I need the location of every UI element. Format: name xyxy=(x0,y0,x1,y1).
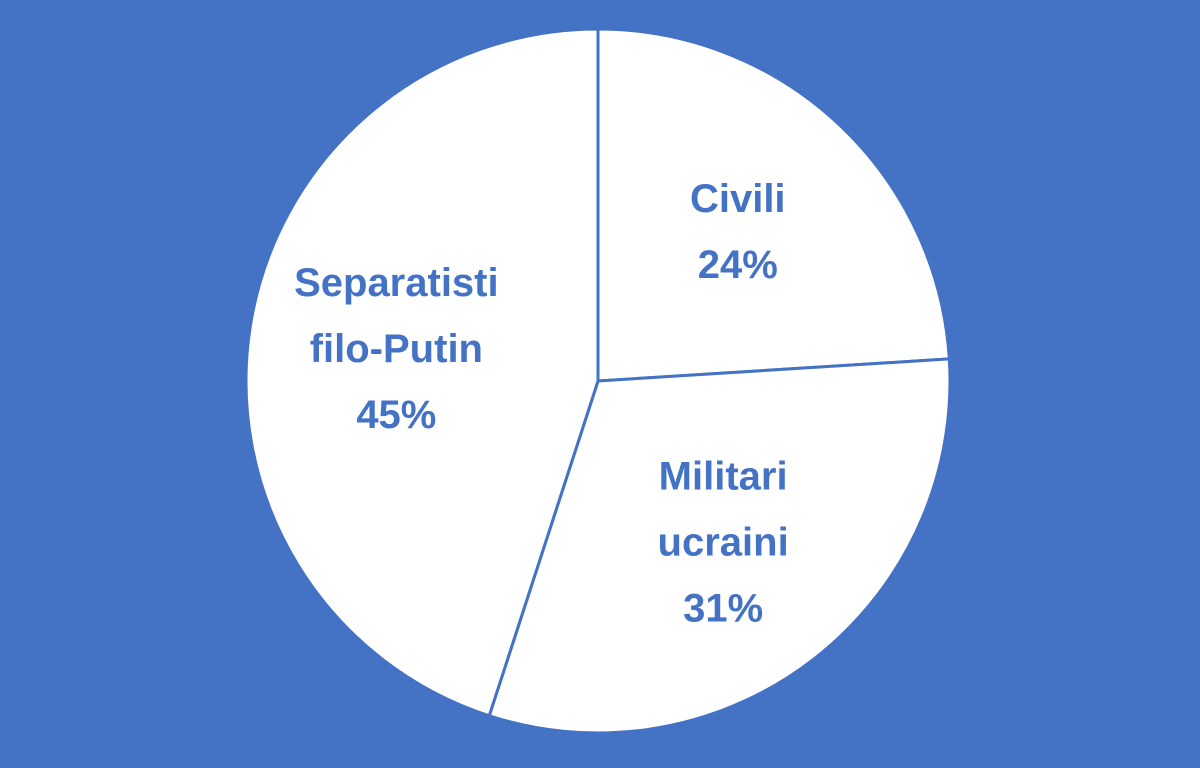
slice-category-label: ucraini xyxy=(658,520,789,564)
pie-slice-1 xyxy=(596,27,951,383)
slice-category-label: filo-Putin xyxy=(310,327,483,371)
pie-slices xyxy=(244,27,952,735)
pie-slice-2 xyxy=(487,357,952,735)
slice-percent-label: 31% xyxy=(683,586,763,630)
slice-category-label: Separatisti xyxy=(294,261,499,305)
slice-percent-label: 24% xyxy=(698,243,778,287)
pie-slice-label-1: Civili 24% xyxy=(690,177,786,287)
slice-category-label: Civili xyxy=(690,177,786,221)
pie-slice-label-2: Militari ucraini 31% xyxy=(658,454,789,630)
pie-labels: Civili 24% Militari ucraini 31% Separatisti fi… xyxy=(294,177,789,630)
slice-percent-label: 45% xyxy=(356,393,436,437)
pie-slice-3 xyxy=(244,27,600,718)
pie-slice-label-3: Separatisti filo-Putin 45% xyxy=(294,261,499,437)
slice-category-label: Militari xyxy=(659,454,788,498)
